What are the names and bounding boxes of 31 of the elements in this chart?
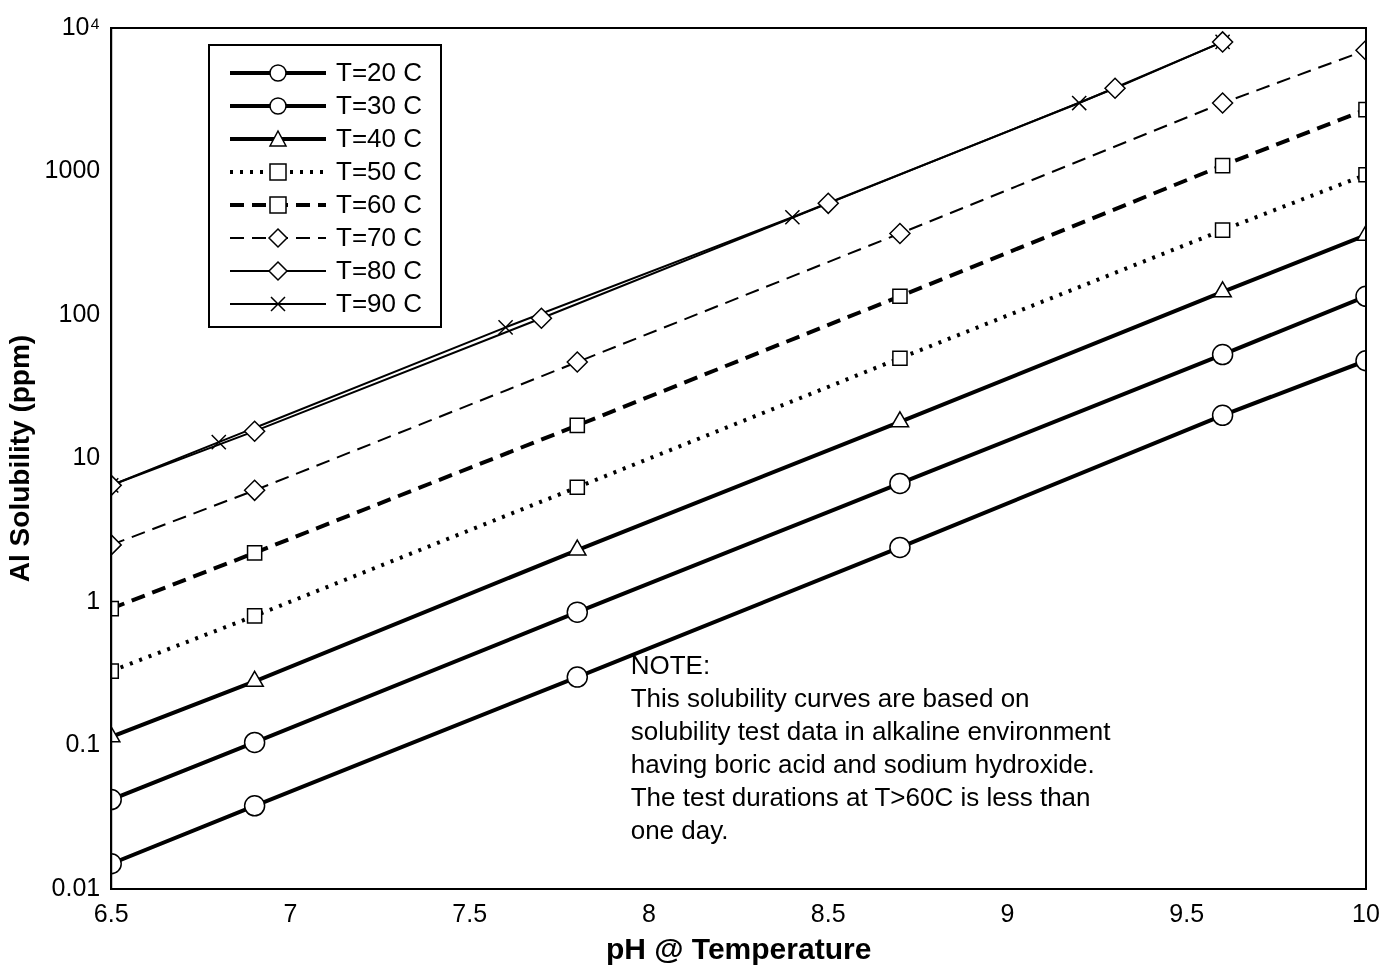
x-tick-label: 7 (283, 898, 298, 927)
legend-label: T=80 C (336, 255, 422, 286)
y-tick-label: 10 (72, 442, 101, 471)
annotation: solubility test data in alkaline environment (630, 716, 1112, 747)
x-tick-label: 9 (1000, 898, 1015, 927)
x-tick-label: 9.5 (1169, 898, 1205, 927)
legend-label: T=70 C (336, 222, 422, 253)
y-tick-label: 1 (86, 585, 101, 614)
y-tick-label: 0.1 (65, 729, 101, 758)
x-tick-label: 8.5 (810, 898, 846, 927)
legend-label: T=90 C (336, 288, 422, 319)
annotation: The test durations at T>60C is less than (630, 782, 1091, 813)
annotation: NOTE: (630, 650, 711, 681)
legend-label: T=50 C (336, 156, 422, 187)
legend-label: T=30 C (336, 90, 422, 121)
y-tick-label: 100 (58, 298, 101, 327)
y-axis-title: Al Solubility (ppm) (3, 334, 35, 583)
legend-label: T=20 C (336, 57, 422, 88)
y-tick-label: 1000 (44, 155, 101, 184)
x-tick-label: 10 (1352, 898, 1380, 927)
annotation: one day. (630, 815, 729, 846)
y-tick-label: 0.01 (51, 872, 101, 901)
legend-label: T=60 C (336, 189, 422, 220)
x-tick-label: 7.5 (452, 898, 488, 927)
x-tick-label: 6.5 (93, 898, 129, 927)
legend-label: T=40 C (336, 123, 422, 154)
y-tick-label: 10⁴ (61, 11, 101, 40)
annotation: having boric acid and sodium hydroxide. (630, 749, 1095, 780)
annotation: This solubility curves are based on (630, 683, 1030, 714)
x-tick-label: 8 (642, 898, 656, 927)
x-axis-title: pH @ Temperature (605, 932, 872, 966)
